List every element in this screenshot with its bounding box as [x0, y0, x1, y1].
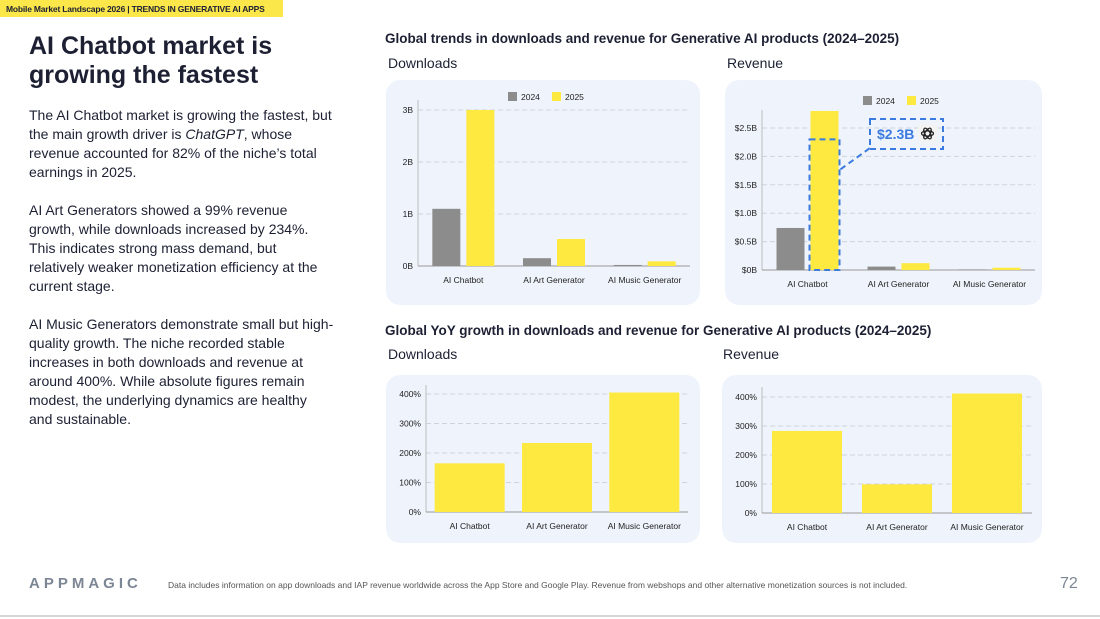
annotation-highlight — [808, 138, 841, 271]
x-tick-label: AI Music Generator — [608, 521, 681, 531]
y-tick-label: 100% — [399, 478, 421, 488]
x-tick-label: AI Chatbot — [787, 522, 828, 532]
x-tick-label: AI Art Generator — [868, 279, 930, 289]
bar-2025 — [557, 238, 585, 266]
bar-yoy-growth — [862, 484, 932, 513]
yoy-revenue-chart: 0% 100% 200% 300% 400% AI Chatbot AI Art Gener… — [722, 375, 1042, 543]
y-tick-label: 200% — [399, 448, 421, 458]
y-tick-label: 400% — [399, 389, 421, 399]
divider — [0, 615, 1100, 617]
revenue-chart-svg: $0B $0.5B $1.0B $1.5B $2.0B $2.5B AI Chatbot AI… — [735, 96, 1035, 289]
bar-2025 — [901, 263, 930, 270]
downloads-chart: 0B 1B 2B 3B AI Chatbot AI Art Generator AI Mus… — [386, 80, 700, 305]
y-tick-label: $2.5B — [735, 123, 758, 133]
bar-2024 — [432, 208, 461, 266]
legend-label: 2024 — [521, 92, 540, 102]
legend-swatch-2024 — [863, 96, 872, 105]
downloads-subtitle: Downloads — [388, 55, 458, 71]
y-tick-label: $1.0B — [735, 208, 758, 218]
icon-petal — [923, 127, 932, 140]
bar-yoy-growth — [522, 442, 592, 512]
yoy-revenue-subtitle: Revenue — [723, 346, 780, 362]
bar-2024 — [958, 269, 987, 270]
x-tick-label: AI Music Generator — [953, 279, 1026, 289]
yoy-revenue-chart-svg: 0% 100% 200% 300% 400% AI Chatbot AI Art Gener… — [735, 387, 1032, 532]
y-tick-label: 0% — [745, 508, 758, 518]
y-tick-label: 200% — [735, 450, 757, 460]
revenue-subtitle: Revenue — [727, 55, 784, 71]
icon-bg — [918, 124, 937, 143]
x-tick-label: AI Art Generator — [523, 275, 585, 285]
legend-swatch-2024 — [508, 92, 517, 101]
trends-section-title: Global trends in downloads and revenue f… — [385, 31, 900, 46]
x-tick-label: AI Art Generator — [866, 522, 928, 532]
y-tick-label: 0% — [409, 507, 422, 517]
openai-logo-icon — [918, 124, 937, 143]
y-tick-label: 0B — [403, 261, 414, 271]
icon-petal — [923, 127, 932, 140]
legend-label: 2024 — [876, 96, 895, 106]
y-tick-label: 300% — [399, 419, 421, 429]
annotation-box — [869, 118, 944, 150]
y-tick-label: 100% — [735, 479, 757, 489]
bar-yoy-growth — [952, 393, 1022, 513]
yoy-downloads-subtitle: Downloads — [388, 346, 458, 362]
yoy-downloads-chart: 0% 100% 200% 300% 400% AI Chatbot AI Art Gener… — [386, 375, 700, 543]
bar-yoy-growth — [772, 430, 842, 513]
legend-swatch-2025 — [907, 96, 916, 105]
y-tick-label: 3B — [403, 105, 414, 115]
x-tick-label: AI Chatbot — [450, 521, 491, 531]
x-tick-label: AI Chatbot — [787, 279, 828, 289]
icon-petal — [920, 130, 935, 137]
revenue-chart: $0B $0.5B $1.0B $1.5B $2.0B $2.5B AI Chatbot AI… — [725, 80, 1042, 305]
y-tick-label: 400% — [735, 392, 757, 402]
bar-2025 — [810, 110, 839, 271]
y-tick-label: $1.5B — [735, 180, 758, 190]
legend-label: 2025 — [565, 92, 584, 102]
appmagic-logo: APPMAGIC — [29, 575, 142, 592]
yoy-section-title: Global YoY growth in downloads and reven… — [385, 323, 932, 338]
footer-note: Data includes information on app downloa… — [168, 580, 908, 590]
x-tick-label: AI Music Generator — [608, 275, 681, 285]
x-tick-label: AI Music Generator — [950, 522, 1023, 532]
bar-yoy-growth — [609, 392, 680, 512]
page-title: AI Chatbot market is growing the fastest — [29, 32, 273, 89]
yoy-downloads-chart-svg: 0% 100% 200% 300% 400% AI Chatbot AI Art Gener… — [399, 385, 688, 531]
paragraph-1: The AI Chatbot market is growing the fas… — [29, 106, 334, 182]
bar-2024 — [523, 258, 551, 266]
page-number: 72 — [1060, 575, 1078, 592]
x-tick-label: AI Art Generator — [526, 521, 588, 531]
y-tick-label: $0.5B — [735, 237, 758, 247]
paragraph-2: AI Art Generators showed a 99% revenue g… — [29, 202, 318, 294]
bar-2025 — [466, 110, 495, 266]
report-tag: Mobile Market Landscape 2026 | TRENDS IN… — [0, 0, 283, 17]
body-text: The AI Chatbot market is growing the fas… — [29, 106, 334, 448]
bar-2025 — [992, 267, 1021, 270]
bar-2024 — [776, 227, 805, 270]
downloads-chart-svg: 0B 1B 2B 3B AI Chatbot AI Art Generator AI Mus… — [403, 92, 690, 285]
y-tick-label: 2B — [403, 157, 414, 167]
bar-yoy-growth — [434, 463, 505, 512]
x-tick-label: AI Chatbot — [443, 275, 484, 285]
y-tick-label: 300% — [735, 421, 757, 431]
y-tick-label: $0B — [742, 265, 757, 275]
annotation-label: $2.3B — [877, 126, 914, 142]
text: , whose revenue accounted for 82% of the… — [29, 126, 317, 180]
text: The AI Chatbot market is growing the fas… — [29, 107, 332, 142]
chatgpt-emphasis: ChatGPT — [185, 126, 244, 142]
paragraph-3: AI Music Generators demonstrate small bu… — [29, 316, 334, 427]
legend-swatch-2025 — [552, 92, 561, 101]
annotation-connector — [839, 147, 871, 171]
legend-label: 2025 — [920, 96, 939, 106]
y-tick-label: $2.0B — [735, 151, 758, 161]
bar-2024 — [867, 266, 896, 270]
bar-2025 — [647, 261, 676, 266]
y-tick-label: 1B — [403, 209, 414, 219]
bar-2024 — [613, 264, 642, 266]
